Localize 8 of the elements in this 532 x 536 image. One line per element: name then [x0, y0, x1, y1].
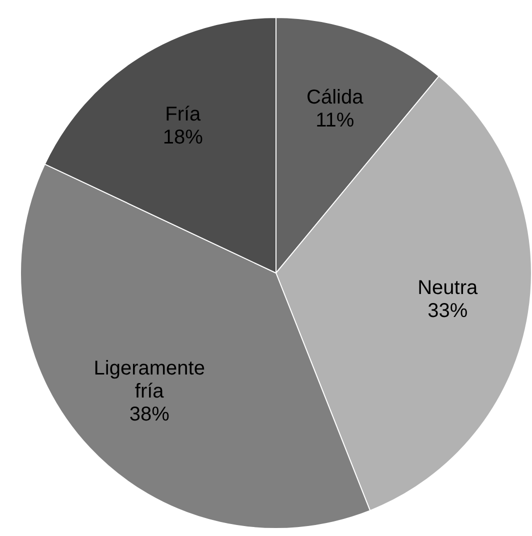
slice-label: Fría	[165, 103, 202, 126]
data-label: 33%	[428, 300, 468, 322]
data-label: 38%	[129, 403, 170, 426]
slice-label: Neutra	[418, 277, 478, 300]
data-label: 18%	[162, 126, 204, 148]
slice-label: Ligeramente fría	[94, 357, 205, 402]
data-label: 11%	[316, 110, 354, 132]
slice-label: Cálida	[306, 86, 364, 109]
